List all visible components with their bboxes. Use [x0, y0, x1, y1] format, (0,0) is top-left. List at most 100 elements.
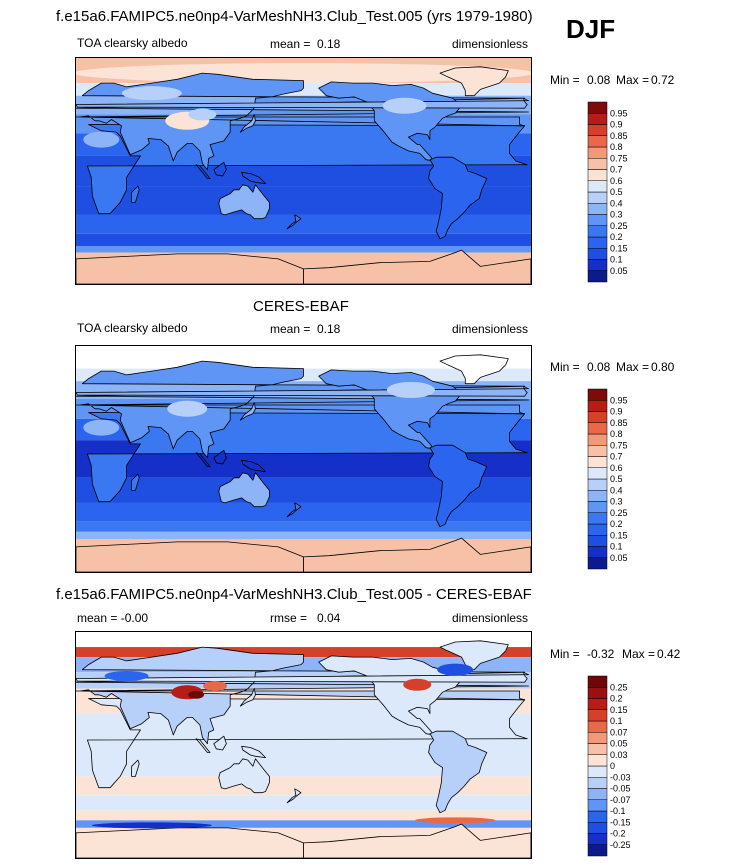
tibet-max-bias	[188, 690, 205, 699]
albedo-band	[76, 214, 531, 234]
colorbar-tick-label: -0.07	[610, 795, 631, 805]
colorbar-tick-label: -0.15	[610, 817, 631, 827]
land-antarctica2	[303, 823, 531, 858]
colorbar-tick-label: -0.05	[610, 784, 631, 794]
colorbar-tick-label: 0.3	[610, 210, 623, 220]
coastlines-model	[76, 66, 531, 284]
colorbar-swatch	[587, 388, 608, 401]
albedo-band	[76, 820, 531, 828]
colorbar-tick-label: -0.25	[610, 840, 631, 850]
land-borneo	[213, 735, 227, 751]
colorbar-swatch	[587, 810, 608, 823]
albedo-band	[76, 233, 531, 247]
land-madagascar	[131, 473, 140, 491]
land-sumatra	[195, 452, 211, 467]
panel1-mean-label: mean =	[270, 37, 311, 51]
land-nz	[286, 788, 302, 804]
colorbar-swatch	[587, 732, 608, 744]
europe-negative-bias	[104, 670, 149, 681]
colorbar-swatch	[587, 270, 608, 283]
panel3-max-label: Max =	[622, 647, 656, 661]
colorbar-swatch	[587, 180, 608, 193]
albedo-band	[76, 795, 531, 811]
tibet-high-albedo	[167, 400, 208, 417]
panel3-rmse-label: rmse =	[270, 611, 308, 625]
land-borneo	[213, 161, 227, 177]
colorbar-tick-label: 0.1	[610, 716, 623, 726]
panel2-max-label: Max =	[616, 360, 650, 374]
land-japan	[239, 688, 256, 707]
colorbar-swatch	[587, 788, 608, 800]
land-madagascar	[131, 759, 140, 777]
albedo-band	[76, 632, 531, 648]
panel1-max-value: 0.72	[651, 73, 675, 87]
colorbar-tick-label: 0.2	[610, 519, 623, 529]
colorbar-swatch	[587, 456, 608, 468]
colorbar-tick-label: 0.05	[610, 266, 628, 276]
colorbar-tick-label: 0.7	[610, 165, 623, 175]
colorbar-swatch	[587, 124, 608, 136]
colorbar-tick-label: 0.2	[610, 694, 623, 704]
colorbar-tick-label: 0	[610, 761, 615, 771]
land-antarctica2	[303, 537, 531, 572]
colorbar-tick-label: 0.85	[610, 418, 628, 428]
colorbar-swatch	[587, 400, 608, 412]
colorbar-tick-label: 0.1	[610, 542, 623, 552]
colorbar-swatch	[587, 743, 608, 755]
land-greenland	[439, 66, 509, 97]
land-newGuinea	[241, 171, 267, 184]
colorbar-swatch	[587, 259, 608, 271]
panel2-max-value: 0.80	[651, 360, 675, 374]
colorbar-swatch	[587, 135, 608, 148]
panel1-colorbar: 0.05 0.1 0.15 0.2 0.25 0.3 0.4 0.5 0.6 0.7 0.75 0.8…	[587, 101, 648, 284]
panel1-min-value: 0.08	[587, 73, 611, 87]
siberia-snow	[121, 86, 182, 101]
colorbar-swatch	[587, 113, 608, 125]
labrador-negative-bias	[437, 663, 474, 676]
land-australia	[218, 758, 270, 794]
land-australia	[218, 472, 270, 508]
colorbar-tick-label: 0.75	[610, 153, 628, 163]
north-america-positive-bias	[403, 678, 432, 691]
colorbar-swatch	[587, 765, 608, 778]
colorbar-swatch	[587, 557, 608, 570]
panel1-units: dimensionless	[452, 37, 529, 51]
colorbar-swatch	[587, 236, 608, 249]
colorbar-swatch	[587, 225, 608, 238]
panel1-mean-value: 0.18	[317, 37, 341, 51]
panel2-min-label: Min =	[550, 360, 580, 374]
panel3-heading: f.e15a6.FAMIPC5.ne0np4-VarMeshNH3.Club_T…	[56, 586, 532, 603]
colorbar-swatch	[587, 467, 608, 480]
albedo-band	[76, 246, 531, 253]
colorbar-swatch	[587, 478, 608, 491]
colorbar-swatch	[587, 169, 608, 181]
land-sumatra	[195, 738, 211, 753]
panel3-mean-text: mean = -0.00	[77, 611, 149, 625]
colorbar-tick-label: 0.1	[610, 255, 623, 265]
colorbar-swatch	[587, 799, 608, 812]
colorbar-swatch	[587, 445, 608, 457]
colorbar-swatch	[587, 844, 608, 857]
panel2-units: dimensionless	[452, 322, 529, 336]
panel1-min-label: Min =	[550, 73, 580, 87]
colorbar-swatch	[587, 822, 608, 834]
colorbar-tick-label: 0.9	[610, 407, 623, 417]
colorbar-tick-label: 0.6	[610, 463, 623, 473]
land-newGuinea	[241, 459, 267, 472]
mongolia-snow	[188, 108, 217, 121]
colorbar-swatch	[587, 698, 608, 710]
colorbar-tick-label: 0.8	[610, 429, 623, 439]
colorbar-tick-label: 0.3	[610, 497, 623, 507]
panel3-map-svg	[76, 632, 531, 858]
colorbar-tick-label: 0.85	[610, 131, 628, 141]
colorbar-tick-label: 0.4	[610, 198, 623, 208]
land-nz	[286, 502, 302, 518]
land-southAmerica	[428, 156, 488, 240]
panel1-heading: f.e15a6.FAMIPC5.ne0np4-VarMeshNH3.Club_T…	[56, 8, 533, 25]
panel2-colorbar: 0.05 0.1 0.15 0.2 0.25 0.3 0.4 0.5 0.6 0.7 0.75 0.8…	[587, 388, 648, 571]
land-australia	[218, 184, 270, 220]
land-europeAsia	[76, 72, 529, 171]
colorbar-swatch	[587, 523, 608, 536]
land-antarctica	[76, 541, 304, 572]
colorbar-swatch	[587, 512, 608, 525]
